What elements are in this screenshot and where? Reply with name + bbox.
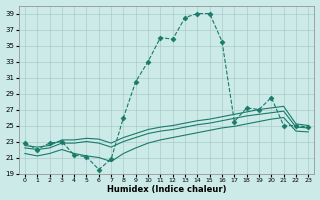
X-axis label: Humidex (Indice chaleur): Humidex (Indice chaleur) bbox=[107, 185, 226, 194]
